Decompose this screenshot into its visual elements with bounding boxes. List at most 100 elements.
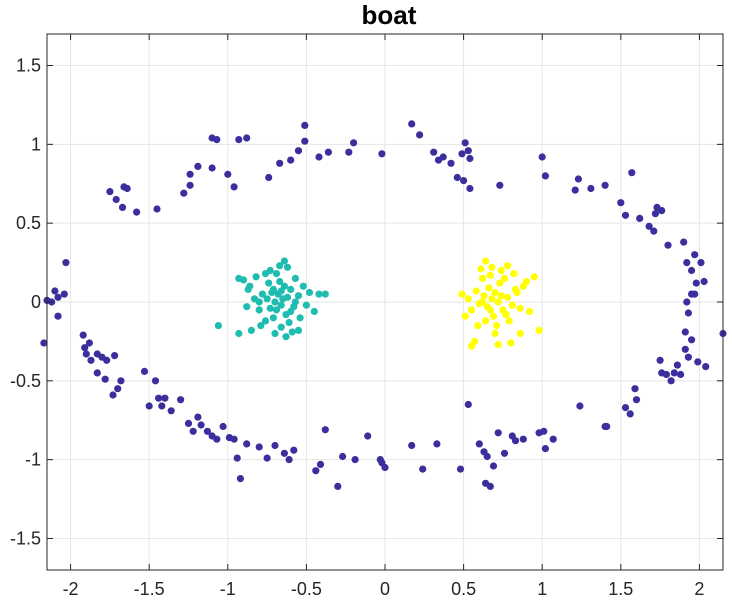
data-point: [271, 298, 279, 306]
data-point: [486, 306, 494, 314]
data-point: [243, 303, 251, 311]
data-point: [681, 345, 689, 353]
data-point: [434, 156, 443, 164]
data-point: [277, 287, 285, 295]
data-point: [408, 120, 416, 128]
data-point: [494, 298, 502, 306]
data-point: [255, 443, 263, 451]
data-point: [493, 322, 501, 330]
data-point: [697, 259, 705, 267]
data-point: [601, 181, 609, 189]
data-point: [51, 287, 59, 295]
data-point: [236, 475, 244, 483]
data-point: [461, 312, 469, 320]
data-point: [603, 422, 611, 431]
data-point: [339, 452, 347, 461]
data-point: [464, 295, 472, 303]
data-point: [54, 312, 62, 320]
data-point: [310, 307, 318, 316]
data-point: [324, 148, 332, 156]
data-point: [535, 326, 543, 334]
data-point: [263, 454, 271, 462]
data-point: [60, 290, 68, 298]
x-tick-label: 0: [380, 579, 390, 599]
data-point: [167, 407, 175, 415]
data-point: [456, 465, 465, 473]
data-point: [510, 270, 518, 278]
data-point: [408, 441, 416, 450]
data-point: [494, 429, 502, 437]
data-point: [466, 184, 474, 193]
data-point: [621, 211, 630, 219]
data-point: [255, 298, 263, 306]
data-point: [651, 210, 660, 218]
data-point: [497, 292, 505, 300]
data-point: [235, 136, 243, 144]
data-point: [287, 156, 295, 164]
data-point: [321, 426, 329, 434]
data-point: [301, 137, 309, 145]
data-point: [177, 396, 185, 404]
data-point: [453, 173, 461, 182]
data-point: [280, 257, 288, 265]
data-point: [269, 314, 277, 322]
data-point: [213, 435, 221, 443]
data-point: [261, 317, 270, 325]
data-point: [416, 131, 424, 139]
data-point: [276, 262, 284, 270]
data-point: [258, 290, 266, 298]
data-point: [283, 293, 292, 301]
data-point: [617, 199, 625, 207]
data-point: [677, 370, 685, 379]
data-point: [257, 322, 265, 330]
data-point: [291, 298, 299, 306]
data-point: [265, 279, 273, 287]
data-point: [106, 188, 114, 196]
grid: [47, 34, 723, 570]
data-point: [482, 257, 490, 265]
data-point: [486, 271, 494, 279]
data-point: [621, 404, 630, 412]
data-point: [120, 183, 128, 191]
y-tick-label: 1.5: [16, 56, 41, 76]
data-point: [287, 285, 295, 293]
data-point: [500, 274, 509, 282]
data-point: [472, 287, 480, 295]
data-point: [631, 385, 639, 393]
data-point: [474, 322, 482, 330]
data-point: [477, 265, 485, 273]
data-point: [265, 173, 273, 182]
data-point: [574, 175, 583, 183]
data-point: [315, 153, 323, 161]
data-point: [79, 331, 87, 339]
data-point: [691, 251, 699, 259]
data-point: [381, 463, 389, 472]
data-point: [186, 181, 194, 189]
y-tick-label: -1: [25, 450, 41, 470]
data-point: [114, 385, 122, 393]
data-point: [287, 307, 295, 316]
data-point: [458, 290, 466, 298]
data-point: [500, 449, 509, 457]
data-point: [489, 462, 498, 470]
data-point: [684, 309, 693, 317]
data-point: [285, 318, 293, 327]
data-point: [54, 293, 62, 301]
data-point: [626, 410, 634, 418]
data-point: [684, 353, 693, 361]
data-point: [667, 377, 675, 385]
data-point: [645, 222, 653, 230]
data-point: [488, 263, 496, 271]
data-point: [632, 396, 641, 404]
data-point: [85, 339, 93, 347]
data-point: [305, 288, 314, 297]
data-point: [301, 121, 309, 129]
data-point: [549, 435, 557, 443]
data-point: [294, 147, 303, 155]
data-point: [700, 277, 708, 286]
data-point: [288, 328, 296, 336]
data-point: [464, 400, 472, 409]
y-tick-label: 0: [31, 292, 41, 312]
data-point: [276, 159, 284, 167]
data-point: [496, 279, 504, 287]
